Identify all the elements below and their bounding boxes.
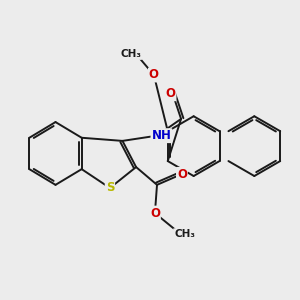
Text: S: S	[106, 182, 114, 194]
Text: O: O	[150, 207, 160, 220]
Text: O: O	[149, 68, 159, 82]
Text: O: O	[177, 168, 187, 181]
Text: O: O	[166, 87, 176, 100]
Text: NH: NH	[152, 129, 171, 142]
Text: CH₃: CH₃	[120, 49, 141, 59]
Text: CH₃: CH₃	[174, 229, 195, 239]
